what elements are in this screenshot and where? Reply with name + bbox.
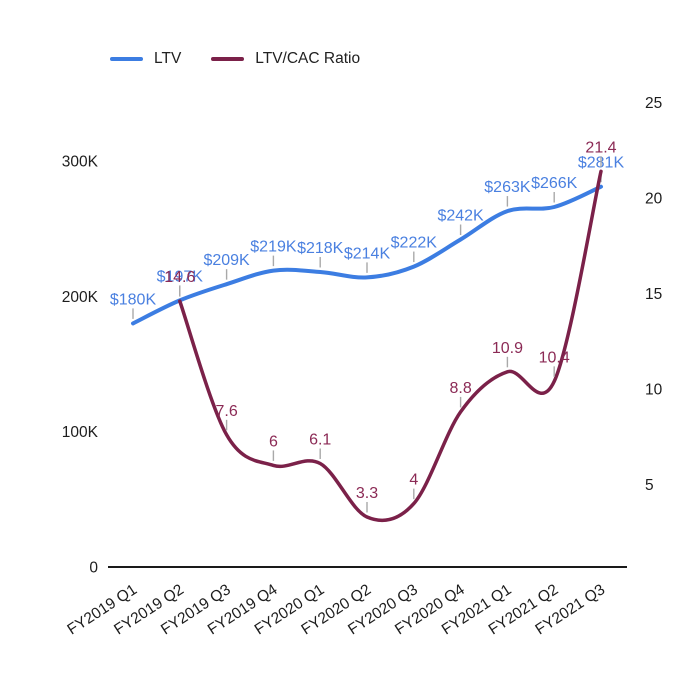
data-label: $218K	[297, 240, 344, 257]
data-label: $266K	[531, 175, 578, 192]
chart-legend: LTV LTV/CAC Ratio	[110, 50, 360, 68]
y-left-tick-label: 100K	[62, 424, 99, 441]
data-label: 6.1	[309, 431, 331, 448]
data-label: $222K	[391, 235, 438, 252]
legend-item-ltv: LTV	[110, 50, 181, 68]
y-right-tick-label: 5	[645, 477, 654, 494]
legend-item-ltv-cac-ratio: LTV/CAC Ratio	[211, 50, 360, 68]
data-label: 8.8	[449, 380, 471, 397]
y-left-tick-label: 300K	[62, 154, 99, 171]
data-label: 6	[269, 433, 278, 450]
y-right-tick-label: 20	[645, 191, 663, 208]
legend-swatch-icon	[211, 57, 245, 61]
data-label: 14.6	[164, 269, 195, 286]
data-label: 7.6	[215, 403, 237, 420]
y-left-tick-label: 200K	[62, 289, 99, 306]
data-label: $242K	[437, 207, 484, 224]
legend-label: LTV	[154, 50, 182, 67]
series-line-ltv	[131, 184, 603, 326]
data-label: $214K	[344, 245, 391, 262]
data-label: 10.4	[539, 349, 570, 366]
data-label: $180K	[110, 291, 157, 308]
data-label: 10.9	[492, 340, 523, 357]
y-left-tick-label: 0	[89, 560, 98, 577]
y-right-tick-label: 25	[645, 95, 662, 112]
y-right-tick-label: 10	[645, 382, 663, 399]
legend-swatch-icon	[110, 57, 143, 61]
data-label: $209K	[203, 252, 250, 269]
series-line-ltv-cac-ratio	[178, 169, 603, 523]
data-label: 21.4	[585, 139, 616, 156]
data-label: $197K	[157, 268, 204, 285]
data-label: $263K	[484, 179, 531, 196]
data-label: $219K	[250, 239, 297, 256]
legend-label: LTV/CAC Ratio	[255, 50, 361, 67]
data-label: 3.3	[356, 485, 378, 502]
data-label: 4	[409, 472, 418, 489]
y-right-tick-label: 15	[645, 286, 662, 303]
